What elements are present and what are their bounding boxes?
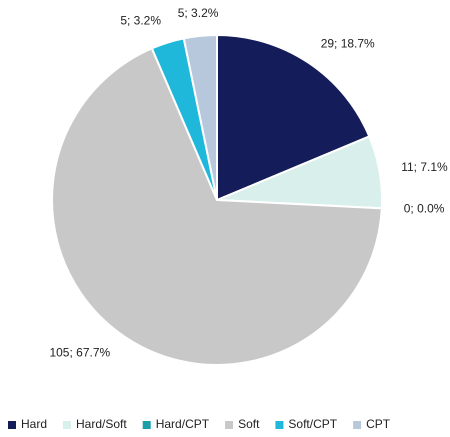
- legend-label: Soft/CPT: [288, 417, 337, 431]
- legend-label: CPT: [366, 417, 391, 431]
- pie-slice: [216, 33, 371, 202]
- data-label: 29; 18.7%: [321, 37, 375, 51]
- legend-swatch: [142, 421, 151, 429]
- data-label: 11; 7.1%: [401, 160, 448, 174]
- legend-label: Hard/CPT: [156, 417, 210, 431]
- legend-label: Soft: [238, 417, 260, 431]
- legend-label: Hard/Soft: [76, 417, 127, 431]
- data-label: 5; 3.2%: [178, 6, 219, 20]
- pie-slice: [51, 47, 383, 366]
- legend-swatch: [225, 421, 234, 429]
- legend-swatch: [275, 421, 284, 429]
- legend-swatch: [8, 421, 16, 429]
- data-label: 0; 0.0%: [404, 202, 445, 216]
- data-label: 105; 67.7%: [49, 346, 110, 360]
- legend-swatch: [353, 421, 362, 429]
- data-label: 5; 3.2%: [120, 14, 161, 28]
- pie-slice: [182, 33, 218, 201]
- legend-swatch: [63, 421, 72, 429]
- legend-label: Hard: [21, 417, 47, 431]
